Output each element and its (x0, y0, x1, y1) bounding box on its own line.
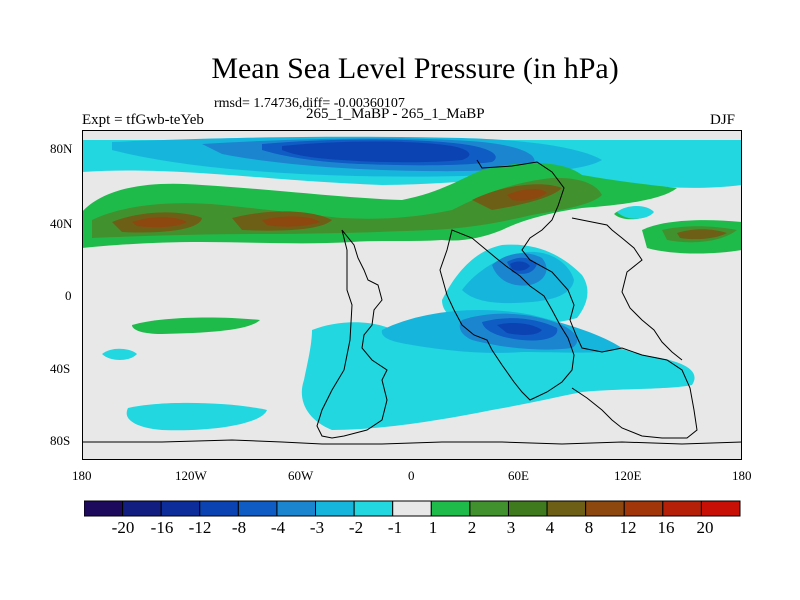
colorbar-label: 16 (657, 518, 675, 537)
x-tick-label: 120W (175, 468, 207, 483)
colorbar-swatch (84, 500, 124, 517)
anomaly-region (617, 206, 654, 219)
x-tick-label: 120E (614, 468, 642, 483)
colorbar-swatch (160, 500, 201, 517)
x-tick-label: 180 (72, 468, 92, 483)
colorbar-swatch (392, 500, 432, 517)
x-tick-label: 180 (732, 468, 752, 483)
season-label: DJF (710, 112, 736, 128)
colorbar-swatch (237, 500, 278, 517)
x-tick-label: 60W (288, 468, 314, 483)
y-tick-label: 0 (65, 288, 72, 303)
experiment-label: Expt = tfGwb-teYeb (82, 112, 204, 128)
anomaly-region (482, 257, 558, 341)
map-title: Mean Sea Level Pressure (in hPa) (211, 52, 619, 85)
colorbar-swatch (353, 500, 394, 517)
colorbar-label: -1 (387, 518, 403, 537)
colorbar-swatch (315, 500, 355, 517)
anomaly-region (497, 261, 542, 335)
stats-text: rmsd= 1.74736,diff= -0.00360107 (214, 96, 405, 111)
anomaly-region (112, 184, 727, 240)
anomaly-region (642, 367, 666, 379)
colorbar-label: -4 (270, 518, 286, 537)
x-tick-label: 60E (508, 468, 529, 483)
colorbar-swatch (276, 500, 317, 517)
case-label: 265_1_MaBP - 265_1_MaBP (306, 106, 485, 122)
outline-asia (571, 217, 683, 361)
anomaly-region (132, 189, 547, 228)
colorbar-label: -8 (231, 518, 247, 537)
y-tick-label: 40N (50, 216, 73, 231)
colorbar-label: 2 (467, 518, 477, 537)
colorbar-label: -12 (188, 518, 212, 537)
y-tick-label: 80N (50, 141, 73, 156)
anomaly-region (132, 317, 260, 334)
colorbar-label: 3 (506, 518, 516, 537)
colorbar-swatch (662, 500, 702, 517)
pressure-map (82, 130, 742, 460)
outline-north-america (476, 159, 698, 439)
colorbar-label: 1 (428, 518, 438, 537)
continent-outlines (82, 159, 742, 445)
colorbar-label: -16 (150, 518, 174, 537)
colorbar-label: -3 (309, 518, 325, 537)
x-tick-label: 0 (408, 468, 415, 483)
colorbar-swatch (469, 500, 509, 517)
colorbar-swatch (585, 500, 625, 517)
colorbar-label: 12 (619, 518, 637, 537)
anomaly-region (92, 177, 602, 238)
outline-antarctica (82, 439, 742, 445)
anomaly-region (102, 348, 137, 360)
outline-africa (439, 229, 575, 401)
colorbar (84, 500, 741, 517)
colorbar-label: -2 (348, 518, 364, 537)
anomaly-region (126, 402, 267, 431)
colorbar-swatch (700, 500, 741, 517)
colorbar-swatch (122, 500, 162, 517)
colorbar-swatch (546, 500, 587, 517)
anomaly-region (282, 141, 470, 163)
y-tick-label: 80S (50, 433, 71, 448)
map-frame (82, 130, 742, 460)
colorbar-swatch (199, 500, 239, 517)
colorbar-label: 4 (545, 518, 555, 537)
y-tick-label: 40S (50, 361, 71, 376)
outline-south-america (316, 229, 388, 439)
colorbar-label: 20 (696, 518, 714, 537)
colorbar-swatch (623, 500, 664, 517)
colorbar-label: 8 (584, 518, 594, 537)
colorbar-label: -20 (111, 518, 135, 537)
colorbar-swatch (507, 500, 548, 517)
colorbar-swatch (430, 500, 471, 517)
